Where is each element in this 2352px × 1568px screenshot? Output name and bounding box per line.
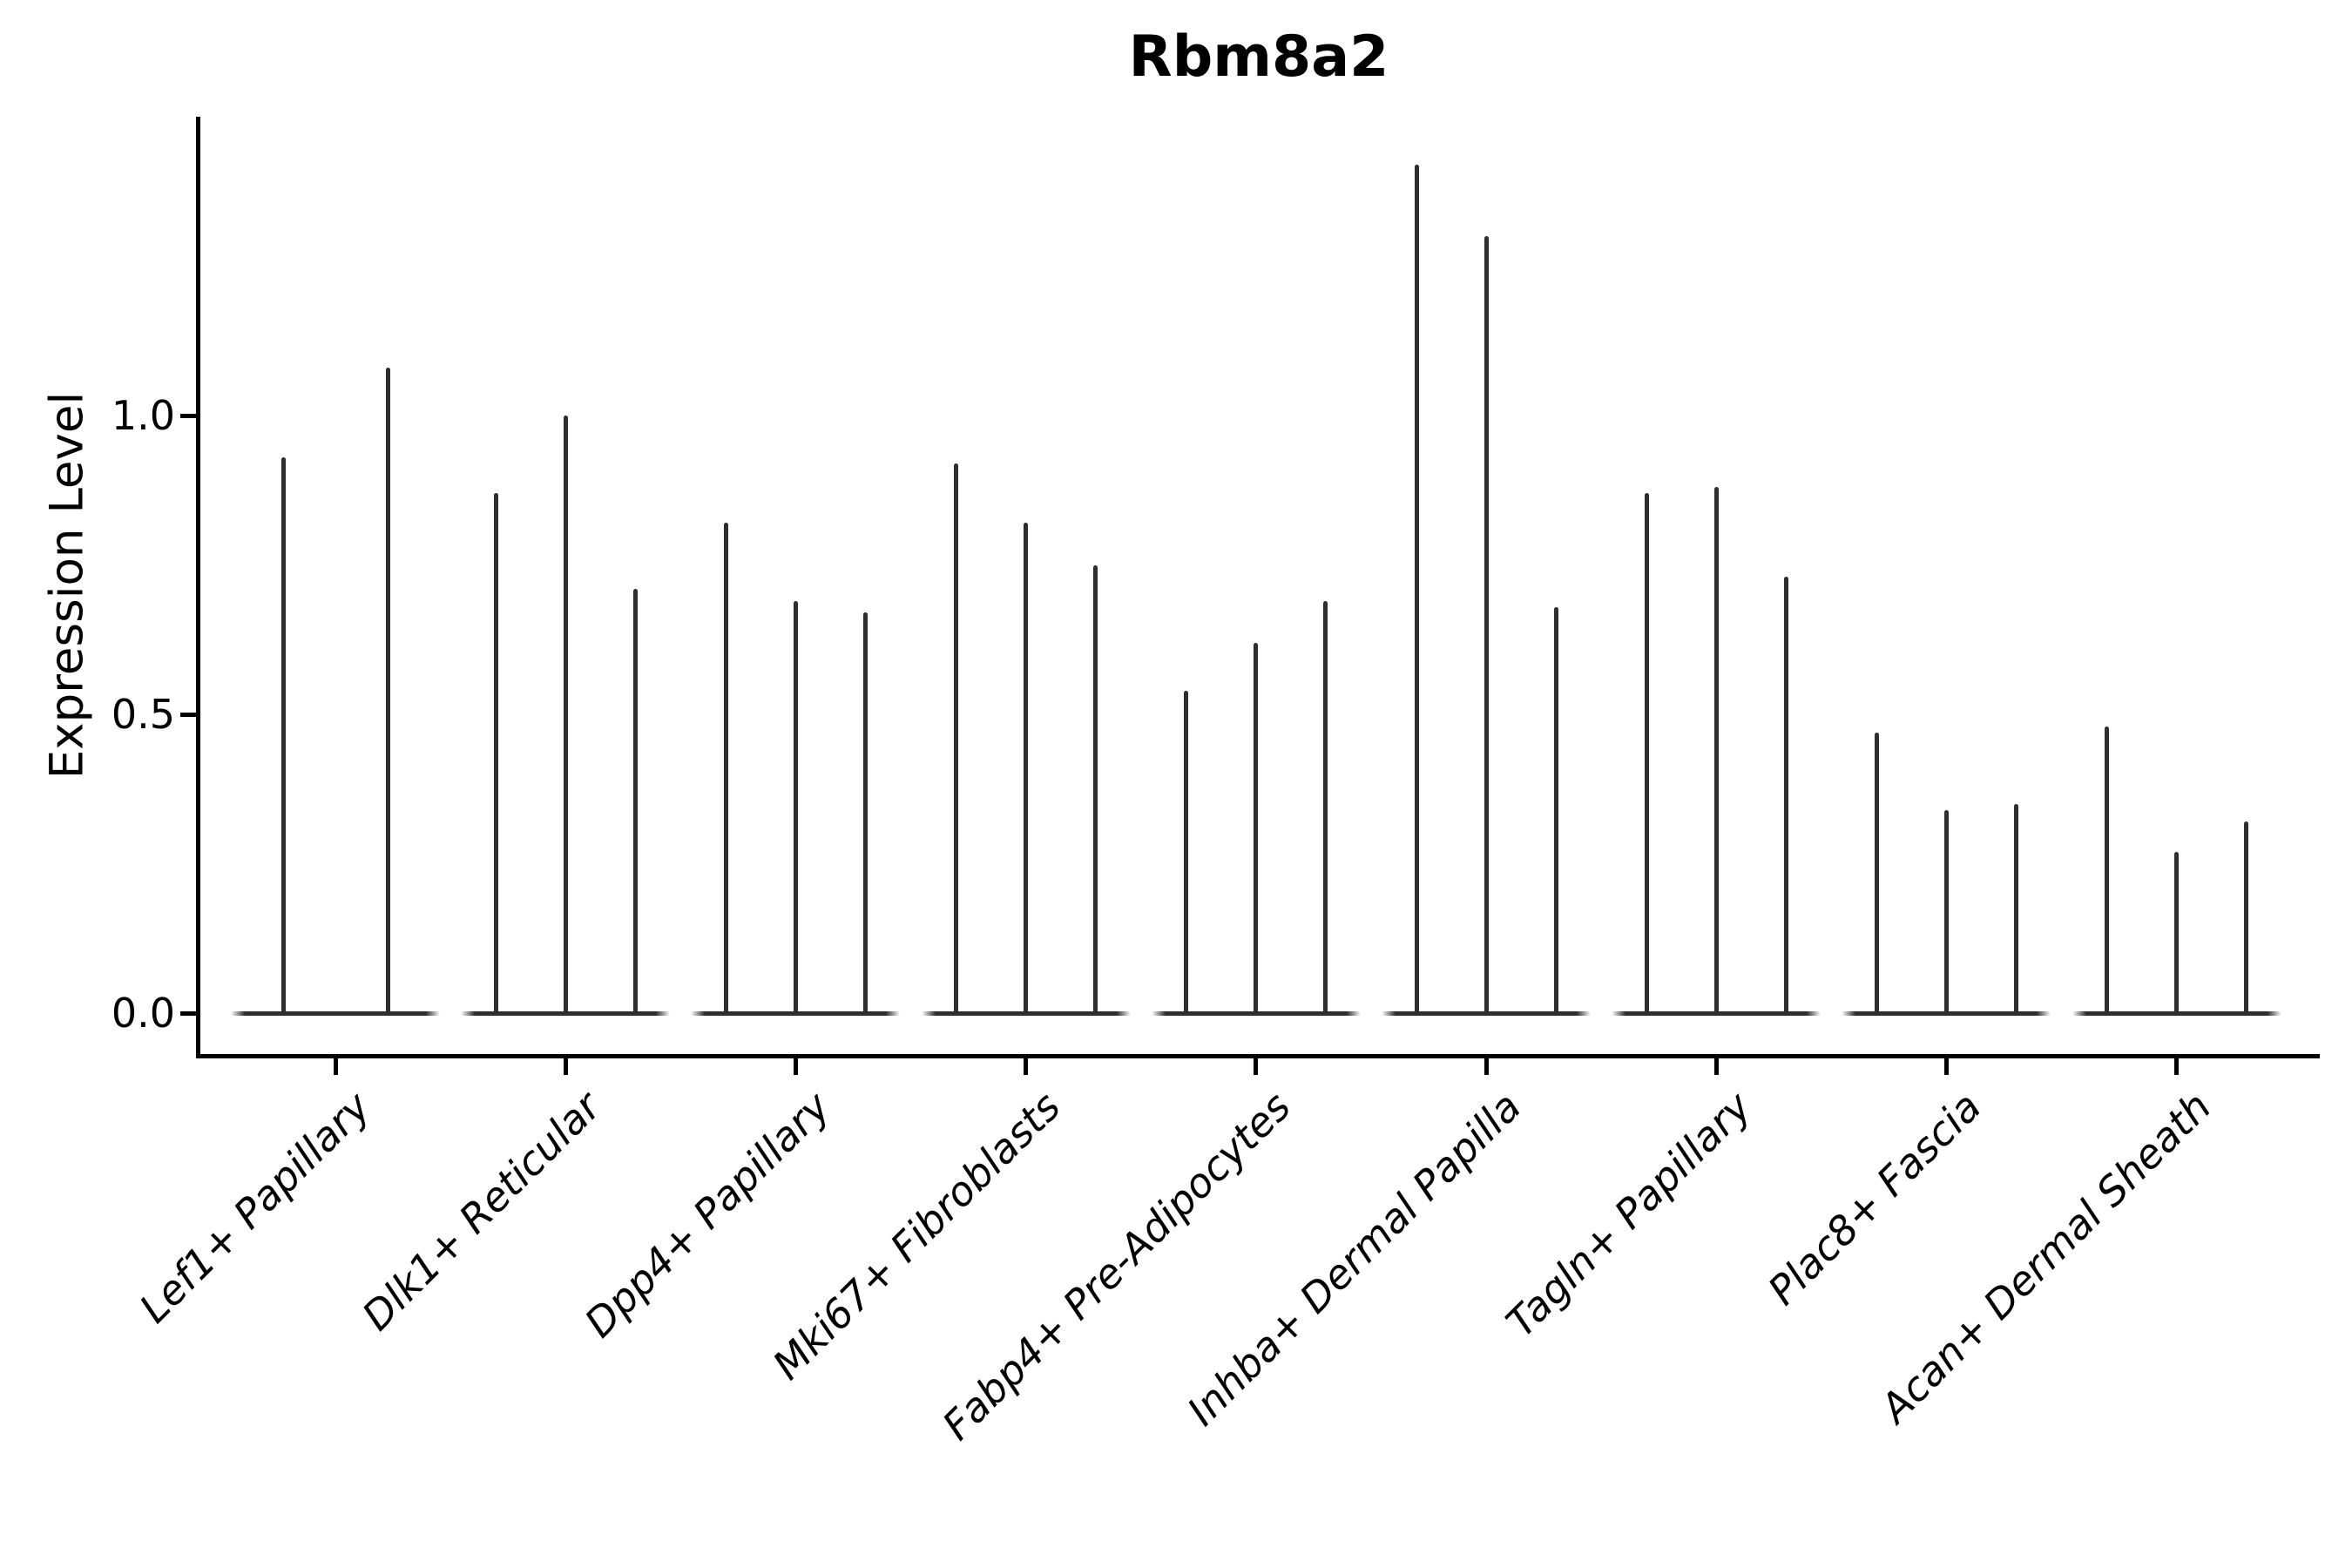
violin-spike	[1644, 493, 1649, 1014]
y-axis-label: Expression Level	[40, 391, 94, 780]
violin-spike	[1943, 809, 1949, 1014]
violin-spike	[632, 588, 638, 1014]
violin-spike	[1414, 164, 1419, 1014]
x-tick	[563, 1058, 568, 1075]
x-tick-label: Dpp4+ Papillary	[575, 1083, 840, 1347]
x-tick	[1024, 1058, 1029, 1075]
x-axis-spine	[196, 1054, 2320, 1058]
violin-base	[231, 1010, 440, 1016]
y-tick	[180, 413, 196, 418]
violin-spike	[1484, 236, 1489, 1014]
violin-spike	[385, 368, 390, 1014]
violin-spike	[2013, 803, 2018, 1014]
violin-spike	[1184, 690, 1189, 1014]
violin-spike	[1874, 732, 1879, 1014]
x-tick	[2174, 1058, 2180, 1075]
x-tick	[1943, 1058, 1949, 1075]
x-tick	[1713, 1058, 1719, 1075]
violin-spike	[1783, 577, 1788, 1014]
violin-spike	[563, 416, 568, 1014]
violin-spike	[862, 612, 868, 1014]
y-tick-label: 0.5	[111, 691, 175, 738]
violin-spike	[1323, 600, 1328, 1014]
violin-spike	[1553, 606, 1558, 1014]
y-axis-spine	[196, 117, 200, 1058]
x-tick	[1484, 1058, 1489, 1075]
x-tick	[793, 1058, 798, 1075]
violin-spike	[723, 523, 728, 1014]
y-tick	[180, 1010, 196, 1016]
violin-spike	[493, 493, 498, 1014]
violin-spike	[954, 463, 959, 1014]
violin-spike	[1254, 642, 1259, 1014]
x-tick-label: Dlk1+ Reticular	[352, 1083, 610, 1340]
violin-spike	[2105, 726, 2110, 1014]
violin-spike	[1713, 487, 1719, 1014]
y-tick	[180, 712, 196, 717]
violin-spike	[2244, 821, 2249, 1014]
chart-title: Rbm8a2	[1128, 24, 1389, 90]
violin-spike	[793, 600, 798, 1014]
x-tick	[1254, 1058, 1259, 1075]
x-tick-label: Plac8+ Fascia	[1759, 1083, 1990, 1315]
x-tick-label: Tagln+ Papillary	[1497, 1083, 1761, 1347]
x-tick	[333, 1058, 338, 1075]
violin-spike	[280, 457, 286, 1014]
y-tick-label: 1.0	[111, 392, 175, 439]
y-tick-label: 0.0	[111, 990, 175, 1037]
violin-spike	[1093, 564, 1098, 1014]
violin-spike	[2174, 851, 2180, 1014]
violin-spike	[1024, 523, 1029, 1014]
x-tick-label: Lef1+ Papillary	[130, 1083, 380, 1332]
